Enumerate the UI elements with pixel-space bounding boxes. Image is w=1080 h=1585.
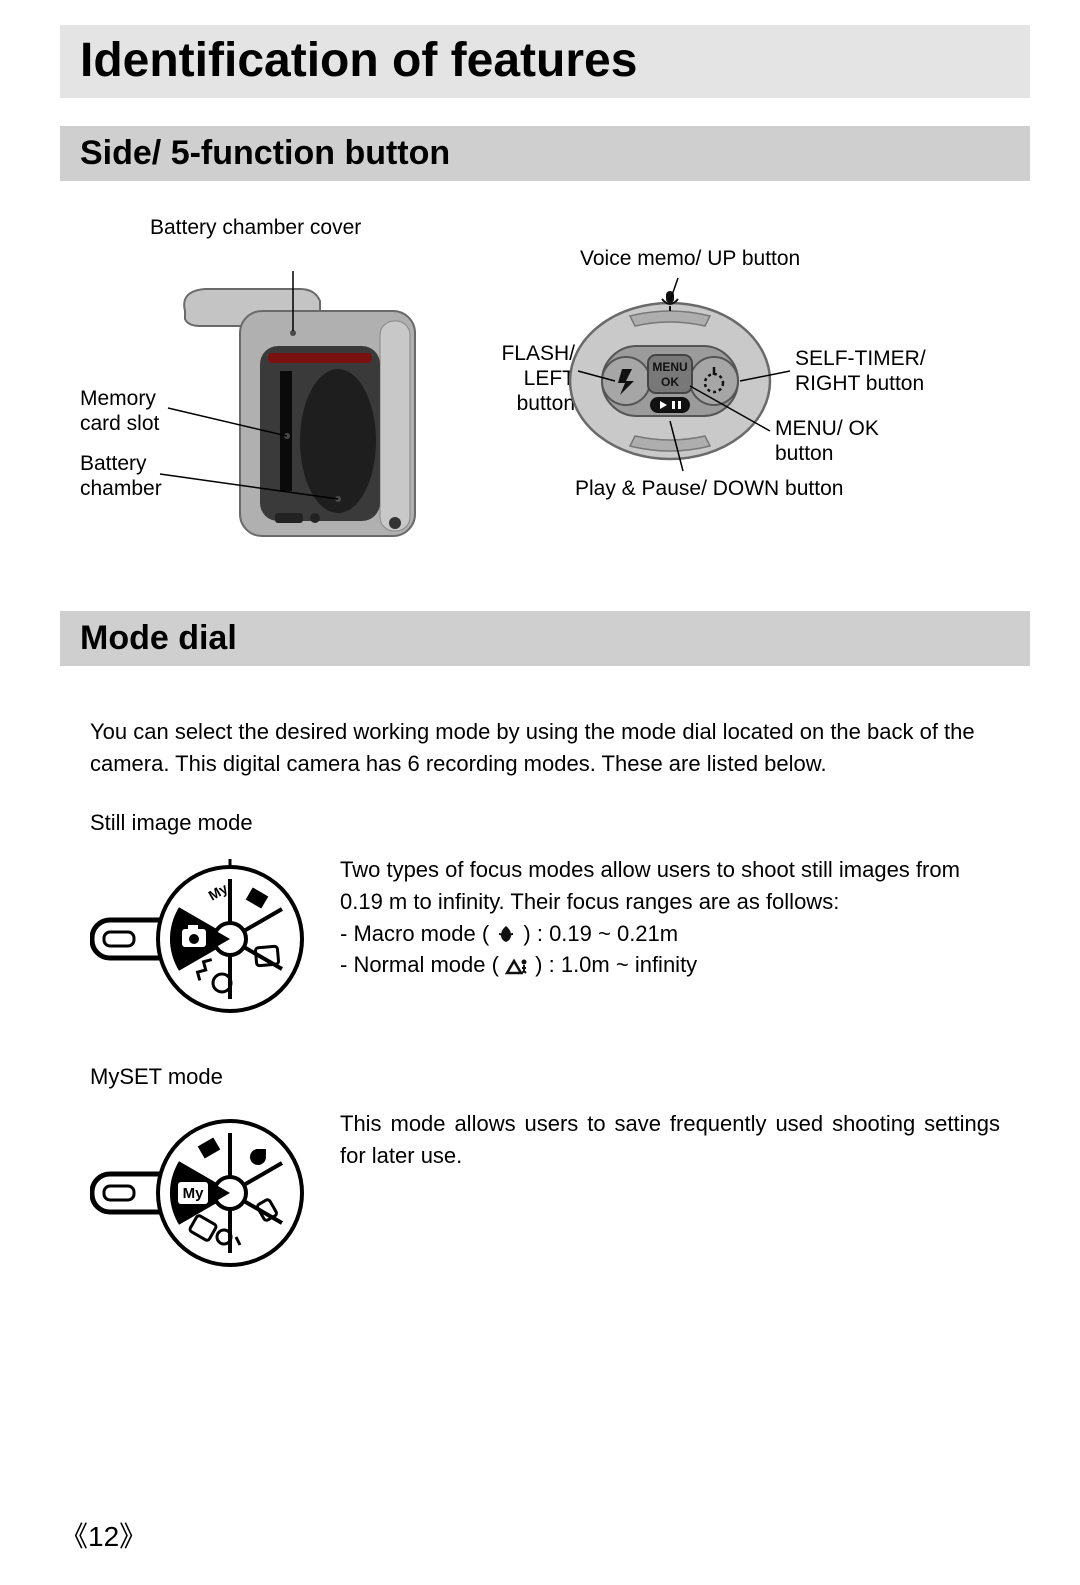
label-battery-chamber: Battery chamber: [80, 451, 162, 501]
mode-title: Still image mode: [90, 810, 1000, 836]
mountain-person-icon: [505, 955, 529, 975]
pad-svg: MENU OK: [560, 291, 780, 471]
dial-myset-svg: My: [90, 1108, 310, 1278]
camera-body-svg: [180, 271, 420, 541]
label-self-timer-right: SELF-TIMER/ RIGHT button: [795, 346, 926, 396]
dial-still-svg: My: [90, 854, 310, 1024]
label-menu-ok: MENU/ OK button: [775, 416, 879, 466]
mode-dial-intro: You can select the desired working mode …: [90, 716, 1000, 780]
mode-still-image: Still image mode: [90, 810, 1000, 1024]
ok-text: OK: [661, 375, 679, 389]
page-number: 《12》: [60, 1515, 147, 1555]
diagram-row: Battery chamber cover Memory card slot B…: [80, 231, 1010, 551]
section-heading: Side/ 5-function button: [80, 134, 1010, 173]
mode-myset-desc: This mode allows users to save frequentl…: [340, 1108, 1000, 1172]
label-voice-memo-up: Voice memo/ UP button: [580, 246, 800, 271]
mode-title: MySET mode: [90, 1064, 1000, 1090]
section-heading: Mode dial: [80, 619, 1010, 658]
macro-icon: [495, 924, 517, 944]
five-function-pad: Voice memo/ UP button FLASH/ LEFT button…: [460, 231, 1010, 551]
section-mode-dial: Mode dial: [60, 611, 1030, 666]
page-title: Identification of features: [80, 33, 1010, 88]
label-memory-card-slot: Memory card slot: [80, 386, 159, 436]
label-battery-chamber-cover: Battery chamber cover: [150, 215, 361, 240]
mode-myset: MySET mode: [90, 1064, 1000, 1278]
mode-still-desc: Two types of focus modes allow users to …: [340, 854, 1000, 982]
page: Identification of features Side/ 5-funct…: [0, 0, 1080, 1585]
svg-text:My: My: [183, 1185, 204, 1202]
camera-side-illustration: Battery chamber cover Memory card slot B…: [80, 231, 440, 551]
page-title-band: Identification of features: [60, 25, 1030, 98]
menu-text: MENU: [652, 360, 687, 374]
label-play-pause-down: Play & Pause/ DOWN button: [575, 476, 843, 501]
section-side-5function: Side/ 5-function button: [60, 126, 1030, 181]
